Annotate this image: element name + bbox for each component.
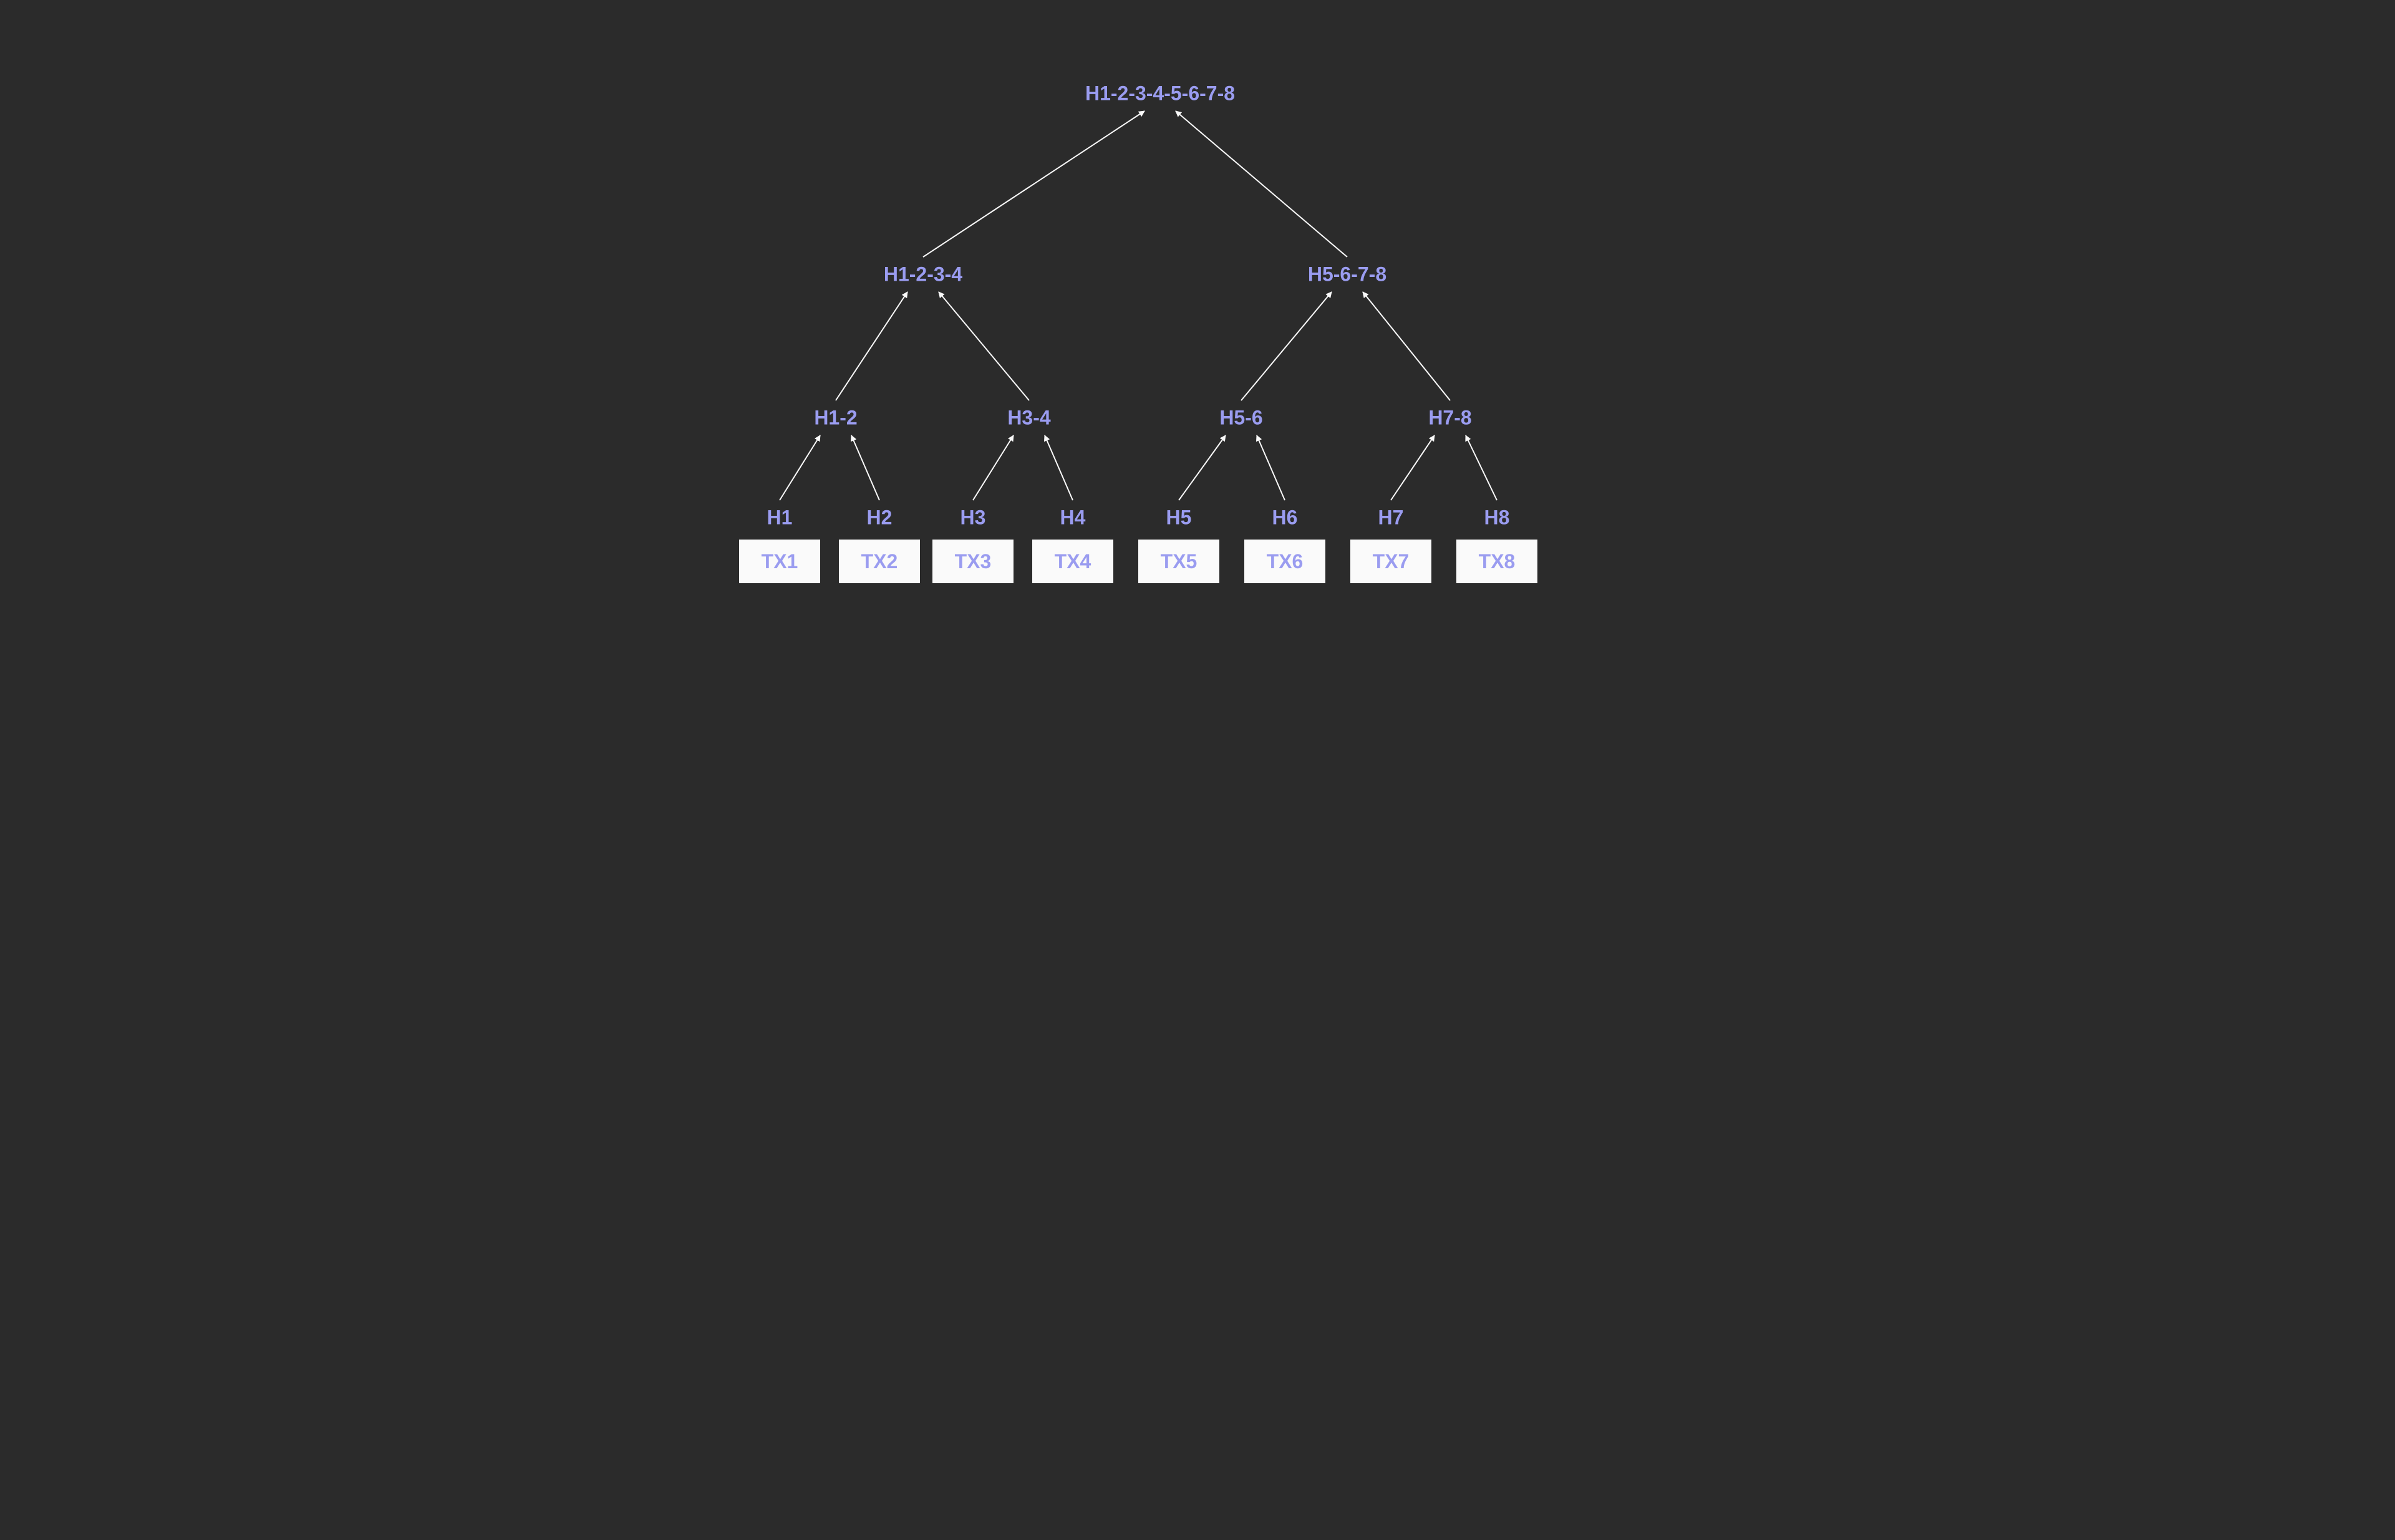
- edge-arrow: [923, 111, 1144, 257]
- hash-node-h1234: H1-2-3-4: [884, 263, 962, 286]
- hash-node-h34: H3-4: [1007, 407, 1050, 430]
- edge-arrow: [1363, 292, 1450, 400]
- hash-node-h2: H2: [867, 506, 893, 530]
- hash-node-h8: H8: [1484, 506, 1510, 530]
- hash-node-h1: H1: [767, 506, 793, 530]
- edge-arrow: [1045, 435, 1073, 500]
- hash-node-h78: H7-8: [1428, 407, 1471, 430]
- edge-arrow: [836, 292, 907, 400]
- edge-arrow: [1179, 435, 1226, 500]
- edge-arrow: [780, 435, 820, 500]
- tx-box-tx4: TX4: [1032, 540, 1113, 583]
- edge-arrow: [1257, 435, 1285, 500]
- hash-node-h4: H4: [1060, 506, 1086, 530]
- hash-node-root: H1-2-3-4-5-6-7-8: [1085, 82, 1235, 105]
- hash-node-h3: H3: [960, 506, 986, 530]
- hash-node-h12: H1-2: [814, 407, 857, 430]
- edge-arrow: [1391, 435, 1435, 500]
- hash-node-h5678: H5-6-7-8: [1308, 263, 1386, 286]
- edge-arrow: [1176, 111, 1347, 257]
- hash-node-h7: H7: [1378, 506, 1404, 530]
- tx-box-tx1: TX1: [739, 540, 820, 583]
- edge-arrow: [973, 435, 1014, 500]
- tx-box-tx5: TX5: [1138, 540, 1219, 583]
- hash-node-h5: H5: [1166, 506, 1192, 530]
- edge-arrow: [939, 292, 1029, 400]
- hash-node-h56: H5-6: [1219, 407, 1262, 430]
- tx-box-tx8: TX8: [1456, 540, 1537, 583]
- tx-box-tx3: TX3: [932, 540, 1014, 583]
- tx-box-tx2: TX2: [839, 540, 920, 583]
- hash-node-h6: H6: [1272, 506, 1298, 530]
- tx-box-tx7: TX7: [1350, 540, 1431, 583]
- edge-arrow: [1466, 435, 1497, 500]
- edge-arrow: [1241, 292, 1332, 400]
- tx-box-tx6: TX6: [1244, 540, 1325, 583]
- merkle-tree-diagram: H1-2-3-4-5-6-7-8 H1-2-3-4 H5-6-7-8 H1-2 H3-4…: [711, 0, 1684, 624]
- edge-arrow: [851, 435, 879, 500]
